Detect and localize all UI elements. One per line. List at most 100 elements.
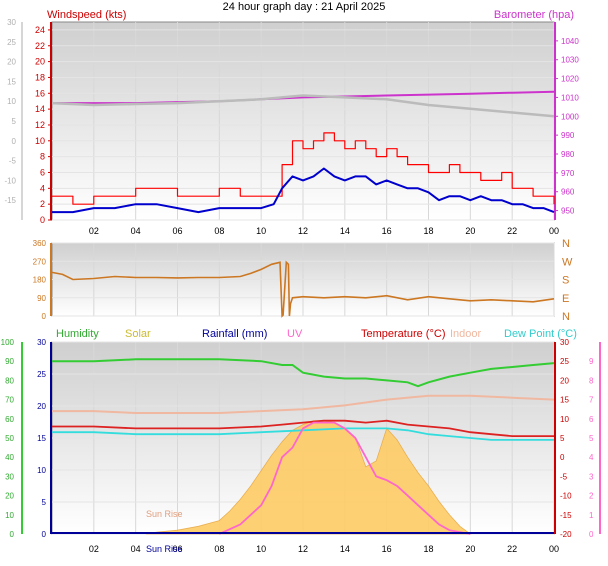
legend-dewpoint: Dew Point (°C) (504, 328, 577, 340)
rain-tick-label: 10 (37, 466, 46, 475)
faint-tick-label: 5 (12, 117, 17, 126)
dir-tick-label: 360 (33, 239, 47, 248)
legend-solar: Solar (125, 328, 151, 340)
faint-tick-label: 0 (12, 137, 17, 146)
baro-tick-label: 1030 (561, 56, 579, 65)
y-tick-label: 14 (35, 104, 45, 114)
x-tick-label: 16 (382, 226, 392, 236)
y-tick-label: 16 (35, 88, 45, 98)
humidity-tick-label: 90 (5, 357, 14, 366)
humidity-tick-label: 10 (5, 511, 14, 520)
x-tick-label: 18 (423, 226, 433, 236)
humidity-tick-label: 70 (5, 396, 14, 405)
temp-tick-label: 0 (560, 453, 565, 462)
y-tick-label: 18 (35, 72, 45, 82)
x-tick-label: 02 (89, 544, 99, 554)
series-layer (51, 90, 555, 535)
y-tick-label: 22 (35, 41, 45, 51)
baro-tick-label: 960 (561, 188, 575, 197)
baro-tick-label: 970 (561, 169, 575, 178)
x-tick-label: 12 (298, 226, 308, 236)
x-tick-label: 06 (172, 226, 182, 236)
humidity-tick-label: 40 (5, 453, 14, 462)
temp-tick-label: 30 (560, 338, 569, 347)
temp-tick-label: 15 (560, 396, 569, 405)
x-tick-label: 04 (131, 226, 141, 236)
y-tick-label: 10 (35, 136, 45, 146)
compass-tick-label: E (562, 293, 569, 305)
faint-tick-label: 15 (7, 77, 16, 86)
dir-tick-label: 90 (37, 294, 46, 303)
y-tick-label: 2 (40, 199, 45, 209)
y-tick-label: 12 (35, 120, 45, 130)
series-humidity (52, 358, 555, 388)
y-tick-label: 8 (40, 152, 45, 162)
compass-tick-label: S (562, 275, 569, 287)
uv-tick-label: 0 (589, 530, 594, 539)
x-tick-label: 08 (214, 226, 224, 236)
x-tick-label: 14 (340, 226, 350, 236)
x-tick-label: 22 (507, 226, 517, 236)
compass-tick-label: W (562, 256, 573, 268)
faint-tick-label: 25 (7, 38, 16, 47)
humidity-tick-label: 80 (5, 376, 14, 385)
x-tick-label: 06 (172, 544, 182, 554)
series-temperature (52, 419, 554, 438)
x-tick-label: 10 (256, 544, 266, 554)
faint-tick-label: 30 (7, 18, 16, 27)
humidity-tick-label: 60 (5, 415, 14, 424)
y-tick-label: 20 (35, 57, 45, 67)
compass-tick-label: N (562, 311, 570, 323)
uv-tick-label: 5 (589, 434, 594, 443)
temp-tick-label: -10 (560, 492, 572, 501)
rain-tick-label: 5 (42, 498, 47, 507)
uv-tick-label: 2 (589, 492, 594, 501)
baro-tick-label: 1000 (561, 112, 579, 121)
faint-tick-label: 10 (7, 97, 16, 106)
x-tick-label: 18 (423, 544, 433, 554)
compass-tick-label: N (562, 238, 570, 250)
baro-tick-label: 1010 (561, 93, 579, 102)
faint-tick-label: 20 (7, 58, 16, 67)
faint-tick-label: -10 (4, 176, 16, 185)
uv-tick-label: 9 (589, 357, 594, 366)
x-tick-label: 02 (89, 226, 99, 236)
temp-tick-label: -5 (560, 472, 568, 481)
dir-tick-label: 180 (33, 276, 47, 285)
legend-uv: UV (287, 328, 303, 340)
uv-tick-label: 1 (589, 511, 594, 520)
sunrise-annotation: Sun Rise (146, 509, 183, 519)
legend-rainfall: Rainfall (mm) (202, 328, 267, 340)
baro-tick-label: 980 (561, 150, 575, 159)
series-barometer-trace (51, 94, 555, 118)
x-tick-label: 20 (465, 226, 475, 236)
rain-tick-label: 20 (37, 402, 46, 411)
temp-tick-label: 20 (560, 376, 569, 385)
baro-axis-title: Barometer (hpa) (494, 9, 574, 21)
rain-tick-label: 30 (37, 338, 46, 347)
graph-title: 24 hour graph day : 21 April 2025 (223, 1, 386, 13)
x-tick-label: 16 (382, 544, 392, 554)
temp-tick-label: 5 (560, 434, 565, 443)
x-tick-label: 08 (214, 544, 224, 554)
dir-tick-label: 0 (42, 312, 47, 321)
series-wind-gust (52, 132, 555, 205)
series-uv (218, 421, 471, 535)
x-tick-label: 14 (340, 544, 350, 554)
x-tick-label: 12 (298, 544, 308, 554)
series-dew-point (52, 427, 554, 441)
x-tick-label: 00 (549, 544, 559, 554)
x-tick-label: 10 (256, 226, 266, 236)
rain-tick-label: 15 (37, 434, 46, 443)
humidity-tick-label: 100 (1, 338, 15, 347)
sunrise-axis-label: Sun Rise (146, 544, 183, 554)
temp-tick-label: 10 (560, 415, 569, 424)
x-tick-label: 20 (465, 544, 475, 554)
y-tick-label: 24 (35, 25, 45, 35)
wind-axis-title: Windspeed (kts) (47, 9, 126, 21)
baro-tick-label: 1020 (561, 75, 579, 84)
uv-tick-label: 6 (589, 415, 594, 424)
legend-humidity: Humidity (56, 328, 99, 340)
faint-tick-label: -15 (4, 196, 16, 205)
